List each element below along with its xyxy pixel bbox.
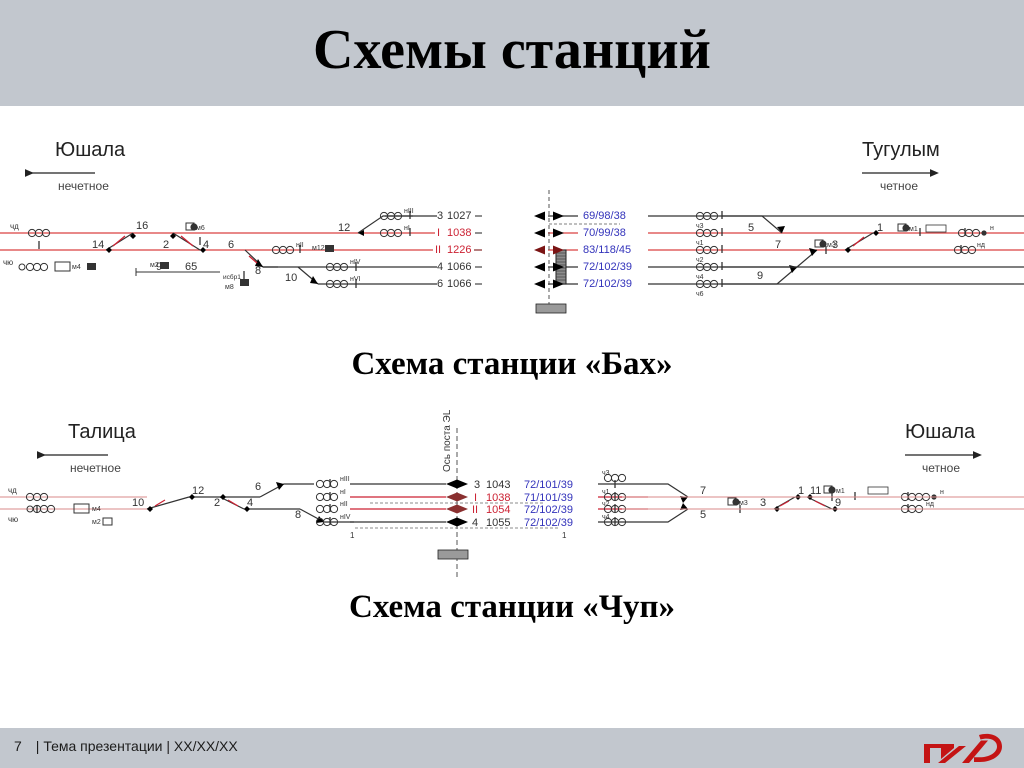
svg-text:3: 3 [832,239,838,251]
svg-text:чю: чю [3,258,13,267]
svg-text:9: 9 [757,270,763,282]
svg-text:нечетное: нечетное [58,179,109,193]
svg-text:65: 65 [185,261,197,273]
svg-text:1038: 1038 [447,227,471,239]
svg-text:7: 7 [775,239,781,251]
svg-text:Тугулым: Тугулым [862,139,940,161]
svg-text:1054: 1054 [486,504,510,516]
svg-text:нд: нд [977,242,985,249]
svg-text:м8: м8 [225,284,234,291]
svg-text:I: I [437,227,440,239]
svg-text:72/102/39: 72/102/39 [583,261,632,273]
svg-text:нI: нI [340,489,346,496]
svg-text:3: 3 [437,210,443,222]
svg-text:чд: чд [10,222,19,231]
svg-text:Талица: Талица [68,421,137,443]
svg-text:9: 9 [156,261,162,273]
svg-text:7: 7 [700,485,706,497]
svg-text:10: 10 [285,272,297,284]
svg-text:12: 12 [338,222,350,234]
svg-text:четное: четное [922,461,960,475]
svg-text:II: II [435,244,441,256]
svg-text:м2: м2 [92,519,101,526]
svg-text:2: 2 [163,239,169,251]
svg-text:83/118/45: 83/118/45 [583,244,631,256]
svg-text:8: 8 [255,265,261,277]
svg-text:70/99/38: 70/99/38 [583,227,626,239]
svg-text:4: 4 [472,517,478,529]
svg-text:1055: 1055 [486,517,510,529]
svg-text:1: 1 [562,531,567,540]
svg-text:11: 11 [810,485,821,497]
svg-text:нIII: нIII [404,208,414,215]
svg-text:ч1: ч1 [602,489,610,496]
svg-text:1: 1 [350,531,355,540]
svg-text:нIII: нIII [340,476,350,483]
svg-text:1038: 1038 [486,492,510,504]
svg-text:II: II [472,504,478,516]
svg-text:I: I [474,492,477,504]
svg-text:4: 4 [203,239,209,251]
svg-text:м4: м4 [72,264,81,271]
svg-text:ч4: ч4 [602,514,610,521]
svg-text:10: 10 [132,497,144,509]
svg-text:16: 16 [136,220,148,232]
svg-text:н: н [940,489,944,496]
svg-text:исбр1: исбр1 [223,273,241,281]
svg-text:5: 5 [700,509,706,521]
svg-text:чю: чю [8,515,18,524]
svg-text:1027: 1027 [447,210,471,222]
svg-text:н: н [990,225,994,232]
svg-text:Юшала: Юшала [55,139,126,161]
svg-text:14: 14 [92,239,104,251]
svg-text:Юшала: Юшала [905,421,976,443]
svg-text:1066: 1066 [447,278,471,290]
svg-text:4: 4 [437,261,443,273]
svg-text:72/102/39: 72/102/39 [524,504,573,516]
svg-text:71/101/39: 71/101/39 [524,492,573,504]
svg-text:3: 3 [760,497,766,509]
svg-text:нII: нII [340,501,348,508]
svg-text:ч3: ч3 [602,470,610,477]
svg-text:12: 12 [192,485,204,497]
svg-text:72/102/39: 72/102/39 [524,517,573,529]
svg-text:6: 6 [255,481,261,493]
svg-text:нIV: нIV [340,514,351,521]
svg-text:1: 1 [798,485,804,497]
svg-text:ч2: ч2 [602,501,610,508]
svg-text:м1: м1 [909,226,918,233]
svg-text:ч6: ч6 [696,291,704,298]
svg-text:м4: м4 [92,506,101,513]
svg-text:69/98/38: 69/98/38 [583,210,626,222]
svg-text:1043: 1043 [486,479,510,491]
svg-text:6: 6 [228,239,234,251]
svg-text:Ось поста ЭЦ: Ось поста ЭЦ [442,410,453,472]
svg-text:м1: м1 [836,488,845,495]
svg-text:м6: м6 [196,225,205,232]
svg-text:нд: нд [926,501,934,508]
svg-text:четное: четное [880,179,918,193]
svg-text:2: 2 [214,497,220,509]
svg-text:9: 9 [835,497,841,509]
svg-text:нI: нI [404,225,410,232]
svg-text:чд: чд [8,486,17,495]
svg-text:1: 1 [877,222,883,234]
svg-text:6: 6 [437,278,443,290]
svg-text:нечетное: нечетное [70,461,121,475]
svg-text:нVI: нVI [350,276,361,283]
svg-text:72/102/39: 72/102/39 [583,278,632,290]
svg-text:4: 4 [247,497,253,509]
svg-text:72/101/39: 72/101/39 [524,479,573,491]
svg-text:5: 5 [748,222,754,234]
svg-text:1226: 1226 [447,244,471,256]
svg-text:3: 3 [474,479,480,491]
svg-text:м12: м12 [312,245,325,252]
svg-text:1066: 1066 [447,261,471,273]
svg-text:8: 8 [295,509,301,521]
